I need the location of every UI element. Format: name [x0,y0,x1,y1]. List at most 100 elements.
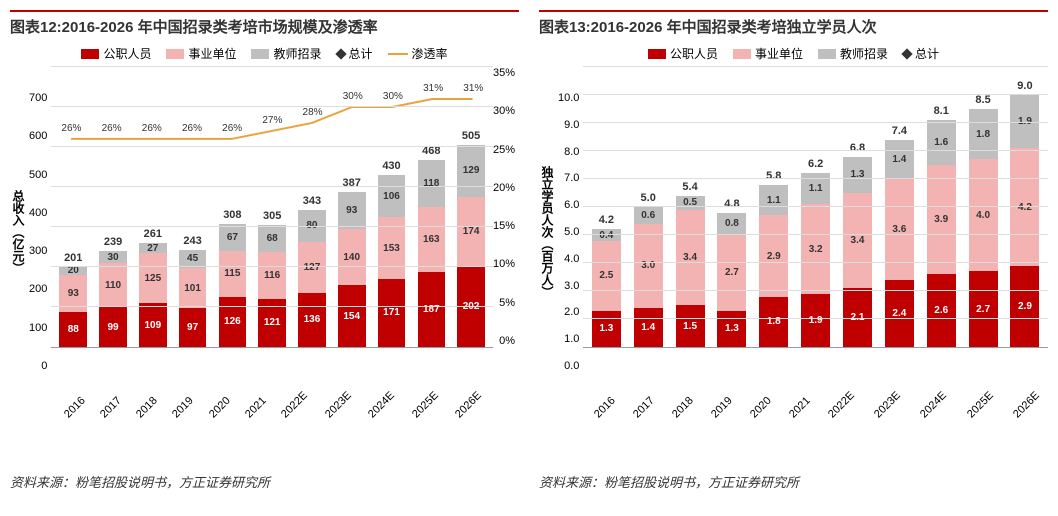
bar-segment: 109 [139,303,167,347]
axis-tick: 10% [493,258,515,270]
bar-value-label: 1.8 [976,129,990,140]
bar-segment: 1.1 [759,185,788,216]
chart-left: 图表12:2016-2026 年中国招录类考培市场规模及渗透率 公职人员事业单位… [10,10,519,491]
legend-label: 渗透率 [412,45,448,62]
axis-tick: 35% [493,67,515,79]
bar-value-label: 97 [187,322,198,333]
bar-group: 9710145243 [173,67,212,347]
bar-group: 1.82.91.15.8 [753,67,794,347]
legend-label: 事业单位 [755,45,803,62]
axis-tick: 1.0 [564,333,579,345]
chart-right-legend: 公职人员 事业单位教师招录 总计 [539,45,1048,62]
total-label: 305 [263,210,281,222]
legend-item: 教师招录 [251,45,321,62]
bar-value-label: 1.4 [641,322,655,333]
bar-segment: 106 [378,175,406,217]
bar-value-label: 2.7 [976,304,990,315]
total-label: 430 [382,160,400,172]
bar-value-label: 118 [423,178,439,189]
axis-tick: 8.0 [564,146,579,158]
line-point-label: 26% [61,123,81,134]
y1-label-right: 独立学员人次（百万人） [539,166,556,298]
axis-tick: 600 [29,130,47,142]
bar-segment: 68 [258,225,286,252]
bar-segment: 140 [338,229,366,285]
bar-segment: 3.2 [801,204,830,294]
bar-group: 1.53.40.55.4 [669,67,710,347]
line-point-label: 30% [383,91,403,102]
bar-segment: 2.9 [1010,266,1039,347]
bar-segment: 3.0 [634,224,663,308]
bar-value-label: 45 [187,253,198,264]
axis-tick: 0% [499,335,515,347]
legend-item: 公职人员 [81,45,151,62]
total-label: 4.8 [724,198,739,210]
axis-tick: 25% [493,144,515,156]
total-label: 261 [144,228,162,240]
bar-segment: 136 [298,293,326,347]
total-label: 6.8 [850,142,865,154]
bar-value-label: 67 [227,232,238,243]
legend-label: 总计 [915,45,939,62]
bar-segment: 110 [99,263,127,307]
bar-value-label: 1.3 [599,323,613,334]
chart-right-title: 图表13:2016-2026 年中国招录类考培独立学员人次 [539,10,1048,37]
bar-segment: 27 [139,243,167,254]
bar-segment: 0.4 [592,229,621,240]
bar-segment: 1.3 [592,311,621,347]
bar-segment: 1.8 [969,109,998,159]
axis-tick: 2.0 [564,306,579,318]
bar-group: 1.32.50.44.2 [586,67,627,347]
chart-left-legend: 公职人员事业单位教师招录总计渗透率 [10,45,519,62]
line-point-label: 28% [303,107,323,118]
x-tick-label: 2019 [709,395,735,421]
bar-group: 10912527261 [133,67,172,347]
bar-segment: 174 [457,197,485,267]
bar-segment: 1.3 [717,311,746,347]
legend-label: 教师招录 [273,45,321,62]
bar-value-label: 127 [304,262,321,273]
source-left: 资料来源：粉笔招股说明书，方正证券研究所 [10,472,519,491]
axis-tick: 5% [499,297,515,309]
axis-tick: 700 [29,92,47,104]
source-right: 资料来源：粉笔招股说明书，方正证券研究所 [539,472,1048,491]
bar-value-label: 99 [107,322,118,333]
bar-value-label: 2.9 [1018,301,1032,312]
x-tick-label: 2021 [787,395,813,421]
bar-segment: 88 [59,312,87,347]
legend-item: 公职人员 [648,45,718,62]
bar-segment: 20 [59,267,87,275]
bar-value-label: 110 [105,280,121,291]
bar-group: 15414093387 [332,67,371,347]
bar-group: 171153106430 [372,67,411,347]
legend-item: 事业单位 [733,45,803,62]
bar-group: 12111668305 [252,67,291,347]
line-point-label: 31% [463,83,483,94]
bar-value-label: 116 [264,270,280,281]
bar-segment: 67 [219,224,247,251]
line-point-label: 30% [343,91,363,102]
x-tick-label: 2017 [631,395,657,421]
axis-tick: 7.0 [564,172,579,184]
axis-tick: 15% [493,220,515,232]
bar-segment: 0.5 [676,196,705,210]
total-label: 5.4 [682,181,697,193]
legend-item: 教师招录 [818,45,888,62]
charts-container: 图表12:2016-2026 年中国招录类考培市场规模及渗透率 公职人员事业单位… [10,10,1048,491]
bar-value-label: 93 [346,205,357,216]
total-label: 6.2 [808,158,823,170]
bar-value-label: 2.5 [599,270,613,281]
y1-axis-left: 7006005004003002001000 [29,92,51,372]
total-label: 5.8 [766,170,781,182]
legend-swatch [166,49,184,59]
y1-label-left: 总收入（亿元） [10,190,27,274]
total-label: 7.4 [892,125,907,137]
bar-group: 2.43.61.47.4 [879,67,920,347]
bar-segment: 163 [418,207,446,272]
bar-group: 12611567308 [213,67,252,347]
bar-value-label: 154 [343,311,360,322]
bar-segment: 99 [99,307,127,347]
bar-segment: 1.4 [885,140,914,179]
bar-group: 2.63.91.68.1 [921,67,962,347]
bar-value-label: 2.6 [934,305,948,316]
